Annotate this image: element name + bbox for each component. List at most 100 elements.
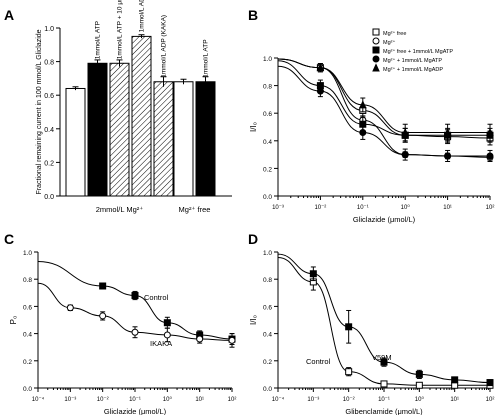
panel-b-data-point	[401, 127, 409, 137]
panel-b-data-point	[444, 152, 452, 160]
panel-d-data-point	[345, 368, 353, 376]
panel-d-series-label: Control	[306, 357, 331, 366]
panel-c-data-point	[131, 328, 139, 336]
panel-d-y-tick-label: 0.4	[263, 332, 272, 339]
panel-a-y-tick-label: 0.2	[44, 160, 54, 167]
panel-b-legend-entry: Mg²⁺ free + 1mmol/L MgATP	[383, 48, 453, 55]
panel-c-data-point	[131, 292, 139, 300]
panel-c-y-tick-label: 0.8	[23, 277, 32, 284]
panel-d-x-tick-label: 10⁰	[415, 396, 425, 403]
panel-b-data-point	[486, 152, 494, 160]
panel-b-x-tick-label: 10¹	[443, 205, 452, 211]
panel-d-data-point	[380, 380, 388, 388]
panel-a-bar	[87, 62, 108, 197]
panel-d-y-tick-label: 0.2	[263, 359, 272, 366]
panel-a-y-tick-label: 0.4	[44, 127, 54, 134]
panel-a-bar-label: 1mmol/L ATP	[203, 39, 210, 77]
panel-c-fit-curve	[37, 261, 233, 340]
panel-c-x-tick-label: 10⁻³	[64, 397, 76, 403]
panel-c-data-point	[163, 319, 171, 327]
panel-a-y-tick-label: 0.6	[44, 93, 54, 100]
panel-a-bar	[109, 62, 130, 197]
panel-a-group-label: Mg²⁺ free	[179, 205, 211, 214]
panel-b-data-point	[359, 100, 367, 109]
panel-b-x-axis-label: Gliclazide (μmol/L)	[353, 215, 416, 224]
panel-d-data-point	[451, 376, 459, 384]
panel-c-y-tick-label: 0.6	[23, 304, 32, 311]
panel-c-y-axis-label: P₀	[9, 316, 18, 325]
panel-d-x-tick-label: 10⁻³	[307, 397, 319, 403]
panel-d-data-point	[415, 381, 423, 389]
panel-b-data-point	[443, 127, 452, 137]
panel-b-legend-marker	[372, 28, 380, 36]
panel-d-x-axis-label: Glibenclamide (μmol/L)	[345, 407, 423, 415]
panel-a-y-tick-label: 1.0	[44, 26, 54, 33]
panel-c-x-tick-label: 10¹	[195, 397, 204, 403]
panel-b-y-axis-label: I/I₀	[249, 122, 258, 132]
panel-c-data-point	[196, 335, 204, 343]
panel-b-y-tick-label: 0.2	[263, 166, 272, 173]
panel-d-data-point	[415, 370, 423, 378]
panel-b-data-point	[401, 151, 409, 159]
panel-c-data-point	[228, 336, 236, 344]
panel-b-legend-entry: Mg²⁺ + 1mmol/L MgADP	[383, 66, 443, 73]
panel-d-line-chart: 0.0 0.2 0.4 0.6 0.8 1.0 10⁻⁴ 10⁻³ 10⁻² 10⁻¹ 10⁰ 10¹…	[249, 250, 494, 415]
panel-b-data-point	[316, 62, 325, 72]
panel-b-x-tick-label: 10⁻³	[272, 205, 284, 211]
panel-b-y-tick-label: 0.4	[263, 139, 272, 146]
panel-a-y-tick-label: 0.0	[44, 194, 54, 201]
panel-a-bar-label: 1mmol/L ADP	[139, 0, 146, 32]
panel-b-legend-marker	[372, 37, 380, 45]
panel-c-y-tick-label: 0.0	[23, 386, 32, 393]
panel-c-y-tick-label: 0.4	[23, 332, 32, 339]
panel-a-bar-label: 1mmol/L ADP (KAKA)	[161, 15, 168, 78]
panel-b-legend-marker	[372, 63, 380, 72]
panel-a-y-axis-label: Fractional remaining current in 100 mmol…	[36, 29, 43, 194]
panel-b-x-tick-label: 10⁰	[401, 204, 411, 211]
panel-letter-c: C	[4, 231, 14, 247]
panel-d-series-label: V59M	[372, 353, 392, 362]
panel-d-x-tick-label: 10⁻¹	[378, 397, 390, 403]
panel-c-x-tick-label: 10⁻¹	[129, 397, 141, 403]
panel-b-x-tick-label: 10⁻¹	[357, 205, 369, 211]
panel-d-y-axis-label: I/I₀	[249, 315, 258, 325]
panel-c-data-point	[163, 331, 171, 339]
panel-a-bar	[153, 81, 174, 197]
panel-a-bar-label: 1mmol/L ATP + 10 μmol/L wortmannin	[117, 0, 124, 59]
panel-d-data-point	[486, 379, 494, 387]
panel-b-legend-marker	[372, 46, 380, 54]
panel-d-data-point	[345, 323, 353, 331]
panel-letter-b: B	[248, 7, 258, 23]
panel-b-legend-entry: Mg²⁺	[383, 39, 395, 46]
panel-a-bar	[131, 35, 152, 197]
panel-a-bar	[195, 81, 216, 197]
panel-a-y-tick-label: 0.8	[44, 60, 54, 67]
panel-c-y-tick-label: 0.2	[23, 359, 32, 366]
panel-b-x-tick-label: 10²	[486, 205, 495, 211]
panel-c-x-tick-label: 10⁻⁴	[32, 396, 45, 403]
panel-b-data-point	[316, 87, 324, 95]
panel-b-line-chart: 0.0 0.2 0.4 0.6 0.8 1.0 10⁻³ 10⁻² 10⁻¹ 10⁰ 10¹ 10² G…	[249, 28, 495, 224]
panel-d-x-tick-label: 10⁻⁴	[272, 396, 285, 403]
panel-b-data-point	[486, 127, 494, 137]
panel-a-bar-label: 1mmol/L ATP	[95, 21, 102, 59]
panel-c-x-axis-label: Gliclazide (μmol/L)	[104, 407, 167, 415]
panel-b-data-point	[359, 129, 367, 137]
panel-letter-d: D	[248, 231, 258, 247]
panel-d-x-tick-label: 10¹	[450, 397, 459, 403]
panel-b-y-tick-label: 0.8	[263, 84, 272, 91]
panel-a-bar	[65, 87, 86, 197]
panel-c-line-chart: 0.0 0.2 0.4 0.6 0.8 1.0 10⁻⁴ 10⁻³ 10⁻² 10⁻¹ 10⁰ 10¹…	[9, 250, 236, 415]
panel-b-fit-curve	[277, 58, 491, 158]
panel-b-y-tick-label: 0.6	[263, 111, 272, 118]
panel-b-legend-marker	[372, 55, 380, 63]
panel-c-x-tick-label: 10⁰	[163, 396, 173, 403]
panel-d-y-tick-label: 1.0	[263, 250, 272, 257]
panel-c-x-tick-label: 10²	[228, 397, 237, 403]
panel-a-bar	[173, 81, 194, 197]
panel-b-y-tick-label: 1.0	[263, 56, 272, 63]
panel-c-series-label: IKAKA	[150, 339, 172, 348]
panel-d-y-tick-label: 0.6	[263, 304, 272, 311]
